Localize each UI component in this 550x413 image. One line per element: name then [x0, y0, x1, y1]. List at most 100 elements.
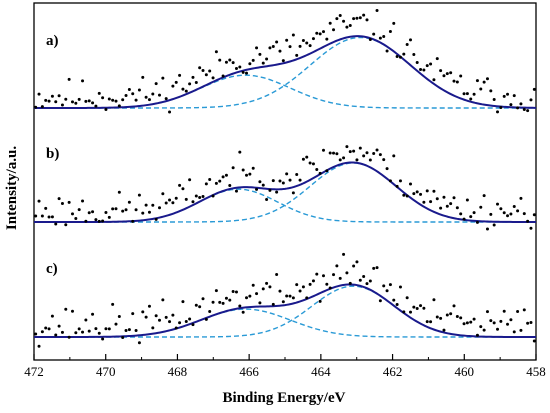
data-point	[415, 60, 419, 64]
x-tick-label: 464	[311, 364, 331, 379]
data-point	[121, 98, 125, 102]
data-point	[532, 87, 536, 91]
panels: a) b) c)	[34, 9, 537, 348]
data-point	[368, 279, 372, 283]
data-point	[499, 106, 503, 110]
x-tick-label: 468	[168, 364, 188, 379]
data-point	[204, 182, 208, 186]
data-point	[134, 329, 138, 333]
data-point	[352, 17, 356, 21]
data-point	[345, 271, 349, 275]
data-point	[248, 172, 252, 176]
data-point	[489, 212, 493, 216]
data-point	[117, 104, 121, 108]
data-point	[509, 318, 513, 322]
data-point	[255, 187, 259, 191]
data-point	[492, 321, 496, 325]
data-point	[455, 80, 459, 84]
data-point	[482, 80, 486, 84]
data-point	[91, 312, 95, 316]
data-point	[64, 307, 68, 311]
data-point	[395, 54, 399, 58]
data-point	[402, 52, 406, 56]
data-point	[358, 16, 362, 20]
data-point	[342, 19, 346, 23]
fit-envelope-2	[34, 161, 536, 223]
data-point	[121, 335, 125, 339]
data-point	[412, 53, 416, 57]
data-point	[509, 212, 513, 216]
data-point	[449, 312, 453, 316]
data-point	[87, 99, 91, 103]
data-point	[432, 298, 436, 302]
data-point	[392, 154, 396, 158]
data-point	[147, 210, 151, 214]
data-point	[532, 213, 536, 217]
x-axis-title: Binding Energy/eV	[223, 390, 346, 406]
data-point	[94, 104, 98, 108]
data-point	[358, 146, 362, 150]
data-point	[295, 283, 299, 287]
data-point	[74, 217, 78, 221]
data-point	[435, 315, 439, 319]
data-point	[452, 304, 456, 308]
data-point	[70, 212, 74, 216]
data-point	[445, 313, 449, 317]
data-point	[412, 192, 416, 196]
data-point	[506, 214, 510, 218]
data-point	[305, 41, 309, 45]
data-point	[154, 217, 158, 221]
data-point	[291, 191, 295, 195]
data-point	[245, 296, 249, 300]
data-point	[338, 276, 342, 280]
data-point	[348, 281, 352, 285]
data-point	[198, 66, 202, 70]
data-point	[321, 148, 325, 152]
data-point	[328, 21, 332, 25]
data-point	[425, 320, 429, 324]
data-point	[184, 89, 188, 93]
panel-label-2: b)	[46, 146, 59, 162]
panel-label-1: a)	[46, 33, 59, 49]
data-point	[124, 208, 128, 212]
data-point	[241, 70, 245, 74]
data-point	[191, 75, 195, 79]
data-point	[395, 302, 399, 306]
data-point	[271, 302, 275, 306]
data-point	[429, 320, 433, 324]
data-point	[496, 327, 500, 331]
data-point	[161, 298, 165, 302]
data-point	[131, 92, 135, 96]
data-point	[181, 187, 185, 191]
data-point	[81, 330, 85, 334]
data-point	[67, 200, 71, 204]
data-point	[127, 200, 131, 204]
data-point	[415, 190, 419, 194]
data-point	[318, 171, 322, 175]
data-point	[485, 227, 489, 231]
data-point	[348, 23, 352, 27]
data-point	[445, 72, 449, 76]
data-point	[97, 91, 101, 95]
data-point	[502, 94, 506, 98]
data-point	[392, 21, 396, 25]
data-point	[64, 97, 68, 101]
data-point	[485, 77, 489, 81]
data-point	[91, 210, 95, 214]
data-point	[465, 92, 469, 96]
data-point	[345, 145, 349, 149]
data-point	[405, 194, 409, 198]
data-point	[432, 189, 436, 193]
data-point	[378, 153, 382, 157]
data-point	[502, 211, 506, 215]
data-point	[44, 98, 48, 102]
data-point	[258, 180, 262, 184]
data-point	[60, 103, 64, 107]
data-point	[455, 206, 459, 210]
data-point	[97, 219, 101, 223]
data-point	[472, 92, 476, 96]
data-point	[101, 219, 105, 223]
data-point	[328, 151, 332, 155]
data-point	[238, 150, 242, 154]
data-point	[398, 179, 402, 183]
